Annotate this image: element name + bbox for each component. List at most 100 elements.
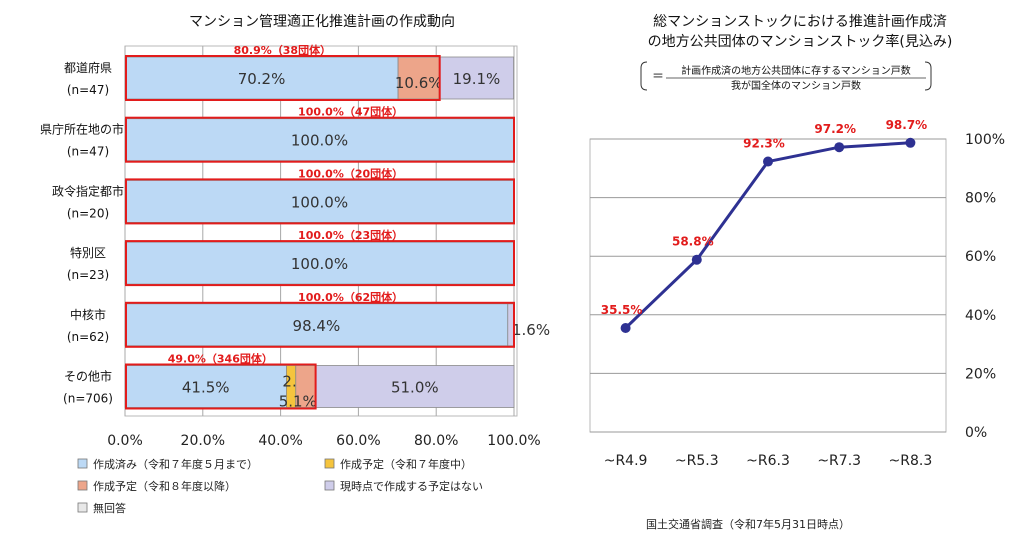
bar-x-tick-label: 20.0% xyxy=(181,433,225,449)
highlight-label: 80.9%（38団体） xyxy=(234,43,331,57)
legend-swatch xyxy=(324,480,335,491)
line-value-label: 35.5% xyxy=(601,303,643,317)
line-plot-frame xyxy=(589,138,947,433)
highlight-frame xyxy=(125,178,515,225)
bar-value-label: 5.1% xyxy=(279,393,317,411)
legend-swatch xyxy=(77,502,88,513)
line-path xyxy=(624,141,911,330)
formula-right-paren xyxy=(924,61,932,91)
category-count: (n=47) xyxy=(67,145,109,159)
source-note: 国土交通省調査（令和7年5月31日時点） xyxy=(646,517,850,531)
bar-segment xyxy=(315,365,515,408)
highlight-label: 100.0%（23団体） xyxy=(298,228,403,242)
bar-chart-title: マンション管理適正化推進計画の作成動向 xyxy=(189,13,455,30)
line-y-tick-label: 0% xyxy=(965,425,987,441)
line-y-ticks: 0% 20% 40% 60% 80% 100% xyxy=(965,132,1005,441)
bar-gridlines xyxy=(124,46,515,416)
line-x-tick-label: ~R7.3 xyxy=(817,453,861,469)
line-chart-title-1: 総マンションストックにおける推進計画作成済 xyxy=(653,14,947,30)
bar-value-label: 51.0% xyxy=(391,379,439,397)
bar-value-label: 100.0% xyxy=(291,255,348,273)
formula: ＝ 計画作成済の地方公共団体に存するマンション戸数 我が国全体のマンション戸数 xyxy=(640,61,932,92)
bar-value-label: 19.1% xyxy=(453,70,501,88)
line-value-label: 97.2% xyxy=(814,122,856,136)
bar-segments: 70.2% 10.6% 19.1% 100.0% 100.0% 100.0% 98.4% 1.… xyxy=(124,56,550,411)
bar-value-label: 100.0% xyxy=(291,132,348,150)
highlight-frame xyxy=(125,363,317,410)
category-count: (n=20) xyxy=(67,206,109,220)
bar-value-label: 1.6% xyxy=(512,321,550,339)
line-x-tick-label: ~R6.3 xyxy=(746,453,790,469)
bar-category-labels: 都道府県 (n=47) 県庁所在地の市区 (n=47) 政令指定都市 (n=20) 特別区 (… xyxy=(40,60,136,406)
formula-numerator: 計画作成済の地方公共団体に存するマンション戸数 xyxy=(681,64,911,77)
bar-highlights: 80.9%（38団体） 100.0%（47団体） 100.0%（20団体） 100.0… xyxy=(125,43,515,410)
category-label: 都道府県 xyxy=(64,60,112,75)
legend-label: 無回答 xyxy=(93,501,126,515)
bar-segment xyxy=(124,179,515,223)
line-value-label: 58.8% xyxy=(672,235,714,249)
bar-x-tick-label: 40.0% xyxy=(258,433,302,449)
line-point xyxy=(834,142,845,153)
line-point xyxy=(905,137,916,148)
bar-x-tick-label: 60.0% xyxy=(336,433,380,449)
highlight-label: 100.0%（62団体） xyxy=(298,290,403,304)
category-label: その他市 xyxy=(64,369,112,384)
bar-segment xyxy=(124,241,515,285)
highlight-frame xyxy=(125,116,515,163)
line-chart: 総マンションストックにおける推進計画作成済 の地方公共団体のマンションストック率… xyxy=(589,14,1005,531)
line-y-tick-label: 100% xyxy=(965,132,1005,148)
category-label: 県庁所在地の市区 xyxy=(40,122,136,137)
category-count: (n=62) xyxy=(67,330,109,344)
line-y-tick-label: 80% xyxy=(965,191,996,207)
formula-denominator: 我が国全体のマンション戸数 xyxy=(731,79,861,92)
category-count: (n=706) xyxy=(63,392,113,406)
line-chart-title-2: の地方公共団体のマンションストック率(見込み) xyxy=(648,33,953,50)
highlight-label: 100.0%（20団体） xyxy=(298,166,403,180)
category-count: (n=47) xyxy=(67,83,109,97)
highlight-frame xyxy=(125,240,515,287)
line-y-tick-label: 20% xyxy=(965,366,996,382)
legend-label: 作成予定（令和７年度中） xyxy=(340,457,472,471)
bar-value-label: 41.5% xyxy=(182,379,230,397)
line-point xyxy=(763,156,773,167)
bar-x-tick-label: 100.0% xyxy=(487,433,540,449)
bar-x-tick-label: 80.0% xyxy=(414,433,458,449)
legend-swatch xyxy=(324,458,335,469)
line-point xyxy=(691,254,702,265)
line-y-tick-label: 60% xyxy=(965,249,996,265)
line-x-tick-label: ~R8.3 xyxy=(889,453,933,469)
formula-equals: ＝ xyxy=(652,69,664,83)
legend-swatch xyxy=(77,458,88,469)
bar-value-label: 100.0% xyxy=(291,193,348,211)
line-x-ticks: ~R4.9 ~R5.3 ~R6.3 ~R7.3 ~R8.3 xyxy=(604,453,933,469)
highlight-frame xyxy=(125,55,441,101)
bar-chart: マンション管理適正化推進計画の作成動向 都道府県 (n=47) 県庁所在地の市区 (n… xyxy=(40,13,550,515)
bar-x-ticks: 0.0% 20.0% 40.0% 60.0% 80.0% 100.0% xyxy=(107,433,540,449)
line-gridlines xyxy=(590,138,946,433)
category-label: 特別区 xyxy=(70,245,106,260)
bar-value-label: 70.2% xyxy=(238,70,286,88)
legend-swatch xyxy=(77,480,88,491)
category-label: 政令指定都市 xyxy=(52,183,124,198)
bar-value-label: 98.4% xyxy=(293,317,341,335)
category-label: 中核市 xyxy=(70,307,106,322)
highlight-frame xyxy=(125,301,515,348)
line-series: 35.5% 58.8% 92.3% 97.2% 98.7% xyxy=(601,118,927,333)
line-y-tick-label: 40% xyxy=(965,308,996,324)
highlight-label: 49.0%（346団体） xyxy=(168,352,273,366)
line-value-label: 92.3% xyxy=(743,137,785,151)
line-x-tick-label: ~R4.9 xyxy=(604,453,648,469)
highlight-label: 100.0%（47団体） xyxy=(298,105,403,119)
legend-label: 作成予定（令和８年度以降） xyxy=(93,479,236,493)
line-point xyxy=(620,322,631,333)
legend-label: 作成済み（令和７年度５月まで） xyxy=(93,457,258,471)
line-value-label: 98.7% xyxy=(886,118,928,132)
line-x-tick-label: ~R5.3 xyxy=(675,453,719,469)
bar-value-label: 10.6% xyxy=(395,74,443,92)
bar-x-tick-label: 0.0% xyxy=(107,433,143,449)
category-count: (n=23) xyxy=(67,268,109,282)
legend-label: 現時点で作成する予定はない xyxy=(340,479,483,493)
bar-legend: 作成済み（令和７年度５月まで） 作成予定（令和７年度中） 作成予定（令和８年度以降）… xyxy=(77,457,483,515)
formula-left-paren xyxy=(640,61,648,91)
